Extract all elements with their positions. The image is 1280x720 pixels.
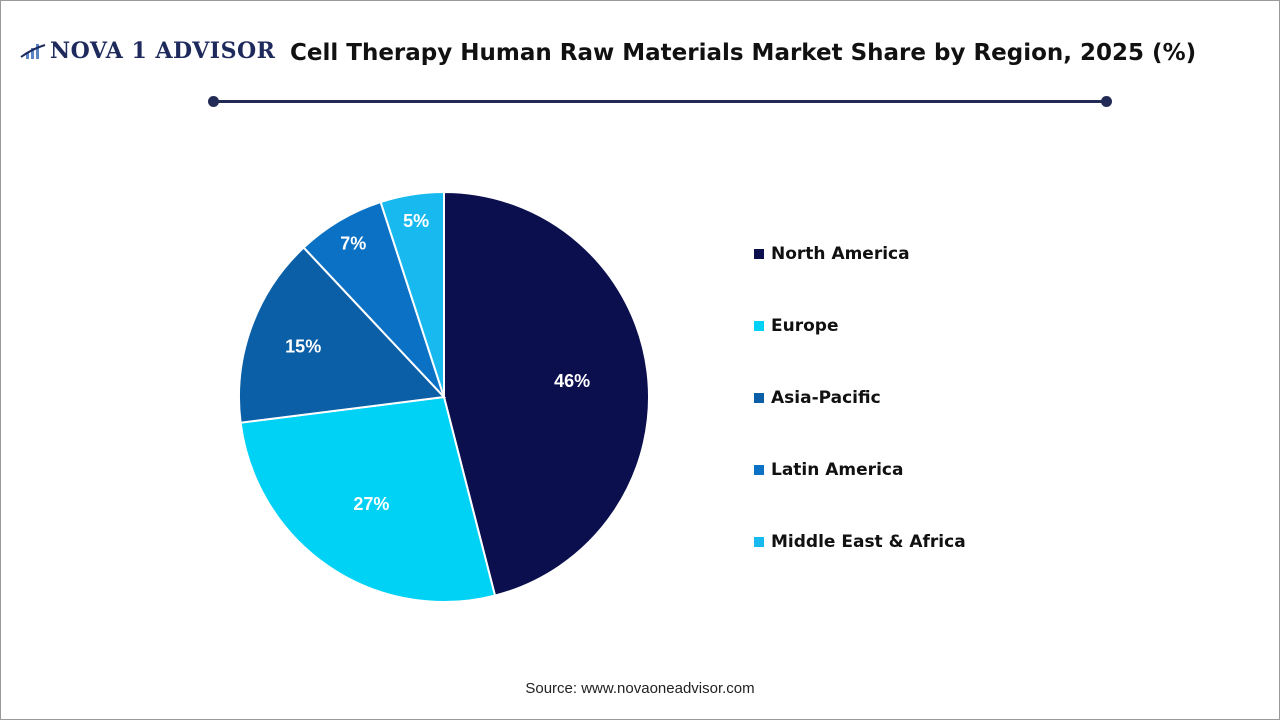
legend-label: Asia-Pacific	[771, 388, 881, 408]
pie-slice-middle-east-africa	[379, 190, 445, 398]
legend-label: North America	[771, 244, 910, 264]
logo: NOVA 1 ADVISOR	[20, 38, 275, 64]
data-label: 5%	[403, 211, 429, 231]
title-divider	[213, 100, 1106, 103]
pie-slice-europe	[239, 395, 497, 603]
legend-item: Middle East & Africa	[754, 532, 966, 552]
legend-swatch	[754, 321, 764, 331]
legend-item: Asia-Pacific	[754, 388, 881, 408]
source-note: Source: www.novaoneadvisor.com	[525, 680, 755, 697]
divider-dot-left	[208, 96, 219, 107]
legend-item: North America	[754, 244, 910, 264]
logo-text: NOVA 1 ADVISOR	[50, 38, 276, 64]
data-label: 27%	[353, 494, 389, 514]
data-label: 15%	[285, 336, 321, 356]
legend-label: Middle East & Africa	[771, 532, 966, 552]
chart-title: Cell Therapy Human Raw Materials Market …	[290, 40, 1197, 66]
legend-swatch	[754, 537, 764, 547]
legend-swatch	[754, 465, 764, 475]
divider-dot-right	[1101, 96, 1112, 107]
data-label: 7%	[340, 233, 366, 253]
legend-swatch	[754, 249, 764, 259]
data-label: 46%	[554, 371, 590, 391]
legend-swatch	[754, 393, 764, 403]
legend-label: Europe	[771, 316, 839, 336]
pie-slice-north-america	[443, 190, 650, 597]
legend-item: Europe	[754, 316, 838, 336]
pie-slice-asia-pacific	[238, 246, 447, 424]
legend-label: Latin America	[771, 460, 904, 480]
legend-item: Latin America	[754, 460, 903, 480]
logo-bars-icon	[20, 44, 46, 59]
